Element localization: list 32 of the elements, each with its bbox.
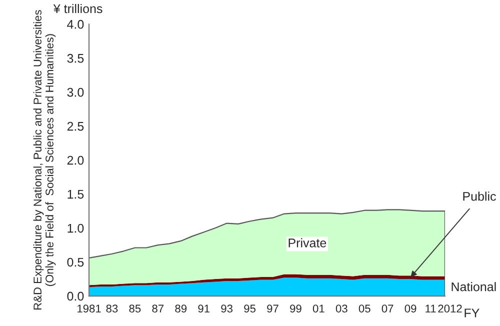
x-tick-label: 83 bbox=[106, 304, 118, 313]
y-tick-label: 2.0 bbox=[67, 156, 84, 165]
x-tick-label: 07 bbox=[382, 304, 394, 313]
x-tick-label: 85 bbox=[129, 304, 141, 313]
x-tick-label: 05 bbox=[358, 304, 370, 313]
y-tick-label: 1.0 bbox=[68, 224, 84, 233]
y-tick-label: 0.0 bbox=[67, 292, 84, 301]
x-tick-label: 01 bbox=[312, 304, 324, 313]
series-label: Private bbox=[288, 238, 326, 248]
x-tick-label: 89 bbox=[175, 304, 187, 313]
y-tick-label: 3.5 bbox=[67, 54, 84, 63]
y-tick-label: 4.0 bbox=[67, 20, 84, 29]
x-tick-label: 91 bbox=[198, 304, 210, 313]
x-tick-label: 09 bbox=[404, 304, 416, 313]
y-tick-label: 0.5 bbox=[67, 258, 84, 267]
y-tick-label: 3.0 bbox=[67, 88, 84, 97]
y-axis-title: R&D Expenditure by National, Public and Private Universities (Only the Field of Social Sciences and Humanities) bbox=[33, 10, 56, 310]
x-tick-label: 99 bbox=[290, 304, 302, 313]
chart-title: ¥ trillions bbox=[53, 4, 102, 14]
x-tick-label: 97 bbox=[267, 304, 278, 313]
series-label: National bbox=[452, 282, 496, 292]
text: Public bbox=[463, 192, 496, 201]
y-tick-label: 2.5 bbox=[67, 122, 84, 131]
x-tick-label: 1981 bbox=[77, 304, 101, 313]
x-tick-label: 95 bbox=[244, 304, 256, 313]
x-tick-label: 87 bbox=[152, 304, 164, 313]
x-axis-title: FY bbox=[464, 308, 480, 318]
x-tick-label: 03 bbox=[336, 304, 348, 313]
x-tick-label: 2012 bbox=[438, 304, 462, 313]
y-tick-label: 1.5 bbox=[68, 190, 84, 199]
x-tick-label: 11 bbox=[426, 304, 436, 312]
x-tick-label: 93 bbox=[221, 304, 232, 313]
